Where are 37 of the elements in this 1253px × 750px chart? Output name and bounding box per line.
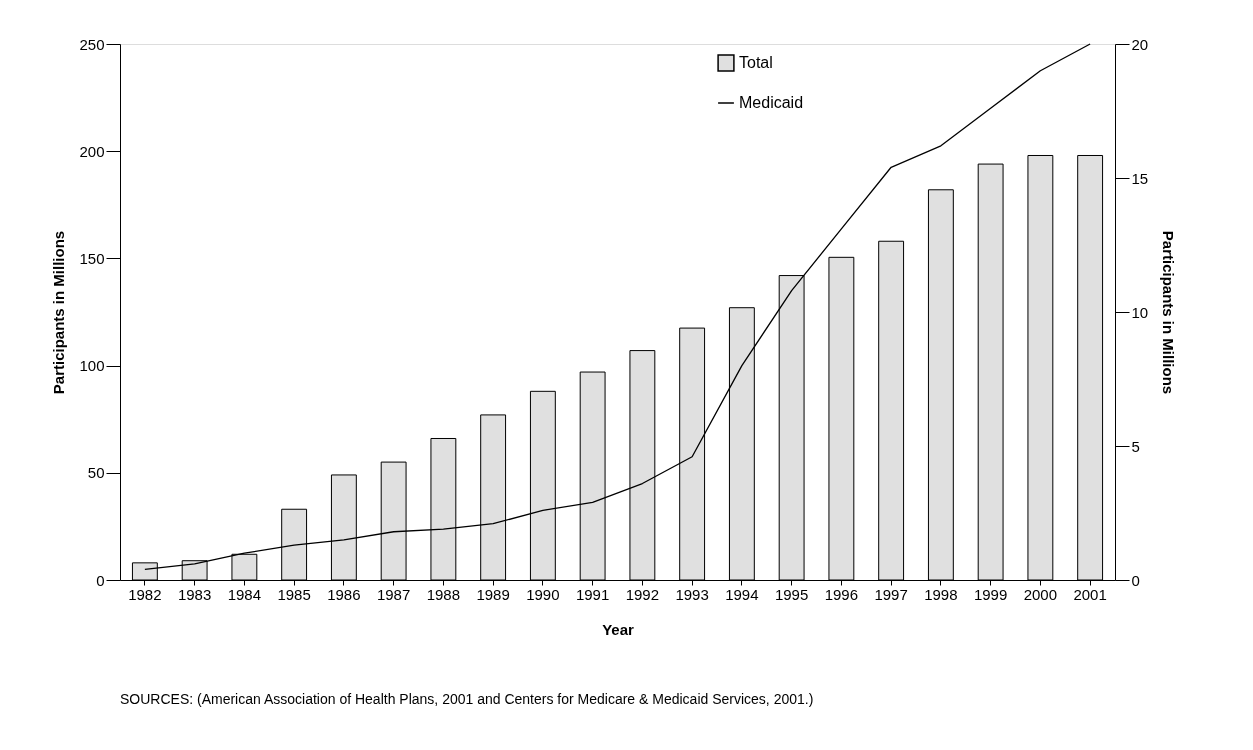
- x-tick-label: 1989: [476, 585, 510, 603]
- x-tick-label: 1995: [774, 585, 809, 603]
- legend-label: Medicaid: [739, 94, 804, 111]
- x-tick-label: 1987: [376, 585, 411, 603]
- y-tick-label: 50: [87, 464, 105, 482]
- y2-axis-title: Participants in Millions: [1160, 230, 1178, 395]
- x-tick-label: 1993: [675, 585, 709, 603]
- y2-tick-label: 10: [1131, 303, 1149, 321]
- x-tick-label: 1982: [128, 585, 162, 603]
- y-tick-label: 250: [79, 35, 105, 53]
- y-tick-label: 150: [79, 249, 105, 267]
- y-tick-label: 0: [96, 571, 105, 589]
- x-tick-label: 1999: [973, 585, 1008, 603]
- x-tick-label: 1997: [874, 585, 908, 603]
- y-axis-title: Participants in Millions: [50, 230, 68, 395]
- y2-tick-label: 0: [1131, 571, 1140, 589]
- x-tick-label: 2001: [1073, 585, 1107, 603]
- x-tick-label: 1984: [227, 585, 262, 603]
- x-tick-label: 1996: [824, 585, 859, 603]
- x-tick-label: 1998: [924, 585, 958, 603]
- x-axis-title: Year: [602, 620, 635, 638]
- source-note: SOURCES: (American Association of Health Plans, 2001 and Centers for Medicare & Medicaid Services, 2001.): [120, 691, 814, 707]
- x-tick-label: 1991: [575, 585, 610, 603]
- x-tick-label: 1983: [177, 585, 212, 603]
- x-tick-label: 1992: [625, 585, 660, 603]
- y2-tick-label: 5: [1131, 437, 1140, 455]
- x-tick-label: 1986: [327, 585, 361, 603]
- x-tick-label: 1985: [277, 585, 311, 603]
- y2-tick-label: 15: [1131, 169, 1149, 187]
- x-tick-label: 1994: [725, 585, 759, 603]
- y-tick-label: 200: [79, 142, 105, 160]
- x-tick-label: 1990: [526, 585, 560, 603]
- legend-label: Total: [739, 54, 773, 71]
- x-tick-label: 2000: [1023, 585, 1058, 603]
- y2-tick-label: 20: [1131, 35, 1149, 53]
- x-tick-label: 1988: [426, 585, 461, 603]
- y-tick-label: 100: [79, 357, 105, 375]
